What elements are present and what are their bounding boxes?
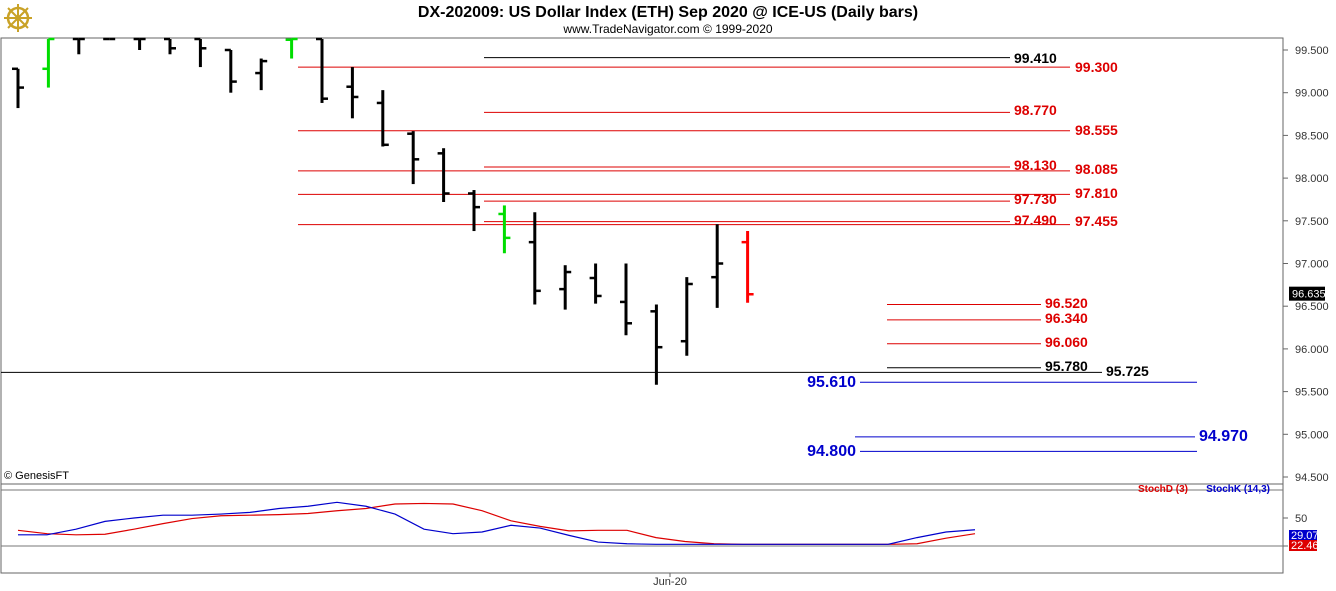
price-axis-label: 98.500 [1295,130,1329,142]
ohlc-bar [224,48,237,93]
price-axis-label: 95.000 [1295,429,1329,441]
stoch-pane-frame [0,483,1284,574]
ohlc-bar [468,190,480,232]
price-axis-label: 96.500 [1295,301,1329,313]
ohlc-bar [559,265,572,310]
level-label-94-970: 94.970 [1199,428,1248,445]
stochk-current-value: 29.07 [1291,530,1319,542]
level-label-96-520: 96.520 [1045,295,1088,311]
price-pane-frame [0,37,1284,485]
level-label-99-300: 99.300 [1075,59,1118,75]
chart-subtitle: www.TradeNavigator.com © 1999-2020 [562,22,772,36]
level-label-98-085: 98.085 [1075,161,1118,177]
price-axis-label: 96.000 [1295,344,1329,356]
ohlc-bar [498,205,511,254]
ohlc-bar [376,90,389,147]
copyright-label: © GenesisFT [4,470,69,482]
ohlc-bar [255,58,268,91]
level-label-97-810: 97.810 [1075,185,1118,201]
ohlc-bar [589,263,602,304]
ohlc-bar [72,37,85,55]
level-label-95-610: 95.610 [807,374,856,391]
chart-title: DX-202009: US Dollar Index (ETH) Sep 202… [418,4,918,21]
level-label-97-490: 97.490 [1014,212,1057,228]
level-label-95-780: 95.780 [1045,358,1088,374]
ohlc-bar [285,37,298,59]
ohlc-bar [711,224,724,308]
price-axis: 99.500 99.000 98.500 98.000 97.500 97.000 96.5… [1283,45,1329,484]
stoch-layer [17,501,976,545]
ohlc-bar [346,67,359,119]
ohlc-bar [741,231,754,303]
last-price-value: 96.635 [1292,289,1326,301]
price-axis-label: 95.500 [1295,387,1329,399]
level-label-97-730: 97.730 [1014,191,1057,207]
ohlc-bar [194,37,207,68]
level-label-97-455: 97.455 [1075,213,1118,229]
ohlc-bar [680,277,693,356]
bars-layer [12,37,754,385]
price-axis-label: 97.500 [1295,216,1329,228]
level-label-96-340: 96.340 [1045,310,1088,326]
legend-stochd: StochD (3) [1138,484,1188,495]
stochk-current-badge: 29.07 [1289,530,1319,542]
levels-layer: 99.410 99.300 98.770 98.555 98.130 98.085 97.8… [1,50,1248,460]
level-label-98-555: 98.555 [1075,122,1118,138]
ohlc-bar [316,37,328,103]
ship-wheel-icon [4,4,32,32]
last-price-badge: 96.635 [1289,286,1326,301]
logo [4,4,32,32]
level-label-98-770: 98.770 [1014,102,1057,118]
stochk-line [18,501,976,545]
price-axis-label: 97.000 [1295,259,1329,271]
ohlc-bar [650,304,663,385]
ohlc-bar [528,212,541,305]
price-axis-label: 99.000 [1295,88,1329,100]
ohlc-bar [164,37,176,55]
price-axis-label: 99.500 [1295,45,1329,57]
ohlc-bar [42,37,55,88]
stochd-current-badge: 22.46 [1289,540,1319,552]
ohlc-bar [437,148,450,203]
level-label-99-410: 99.410 [1014,50,1057,66]
price-axis-label: 98.000 [1295,173,1329,185]
x-axis-label: Jun-20 [653,576,687,588]
stochd-line [17,502,976,545]
legend-stochk: StochK (14,3) [1206,484,1270,495]
ohlc-bar [620,263,632,336]
stoch-axis-label: 50 [1295,513,1307,525]
level-label-95-725: 95.725 [1106,363,1149,379]
level-label-96-060: 96.060 [1045,334,1088,350]
level-label-98-130: 98.130 [1014,157,1057,173]
stochd-current-value: 22.46 [1291,540,1319,552]
ohlc-bar [12,67,24,109]
price-axis-label: 94.500 [1295,472,1329,484]
ohlc-bar [407,131,420,185]
ohlc-bar [133,37,146,50]
level-label-94-800: 94.800 [807,443,856,460]
